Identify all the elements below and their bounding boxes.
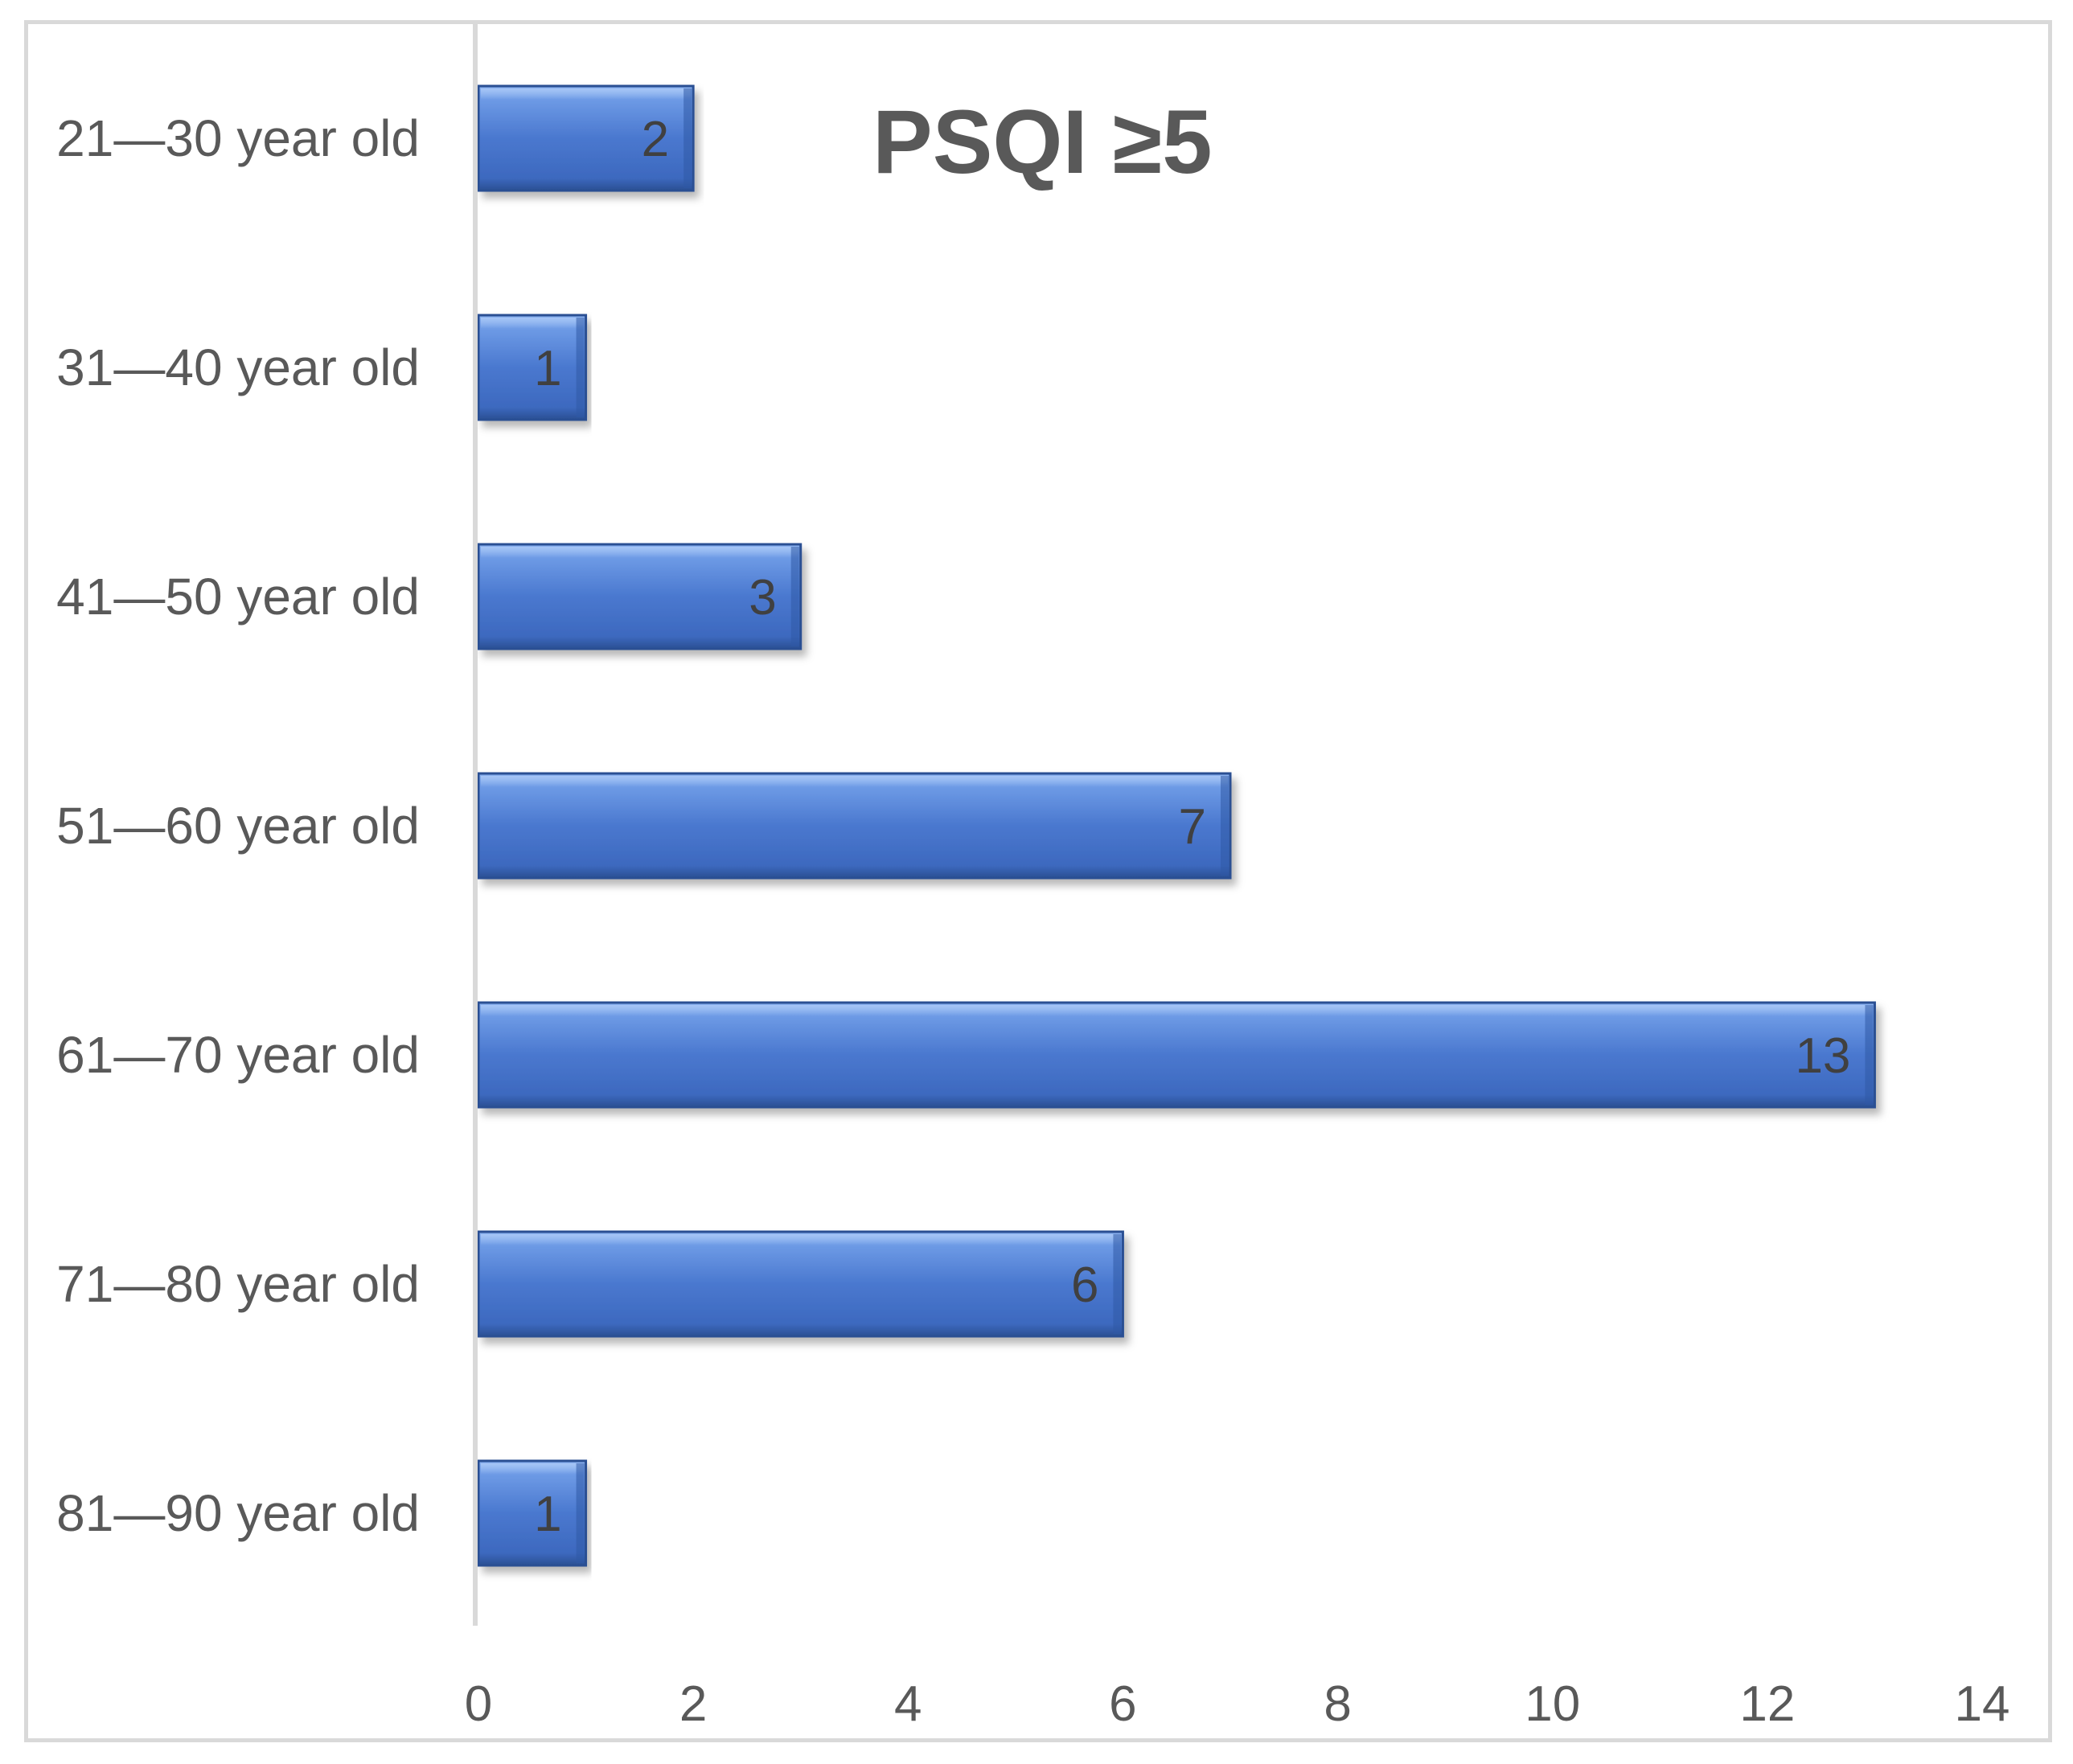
bar-bevel xyxy=(481,1234,1121,1245)
bar-bevel xyxy=(481,318,584,329)
x-tick-label: 6 xyxy=(1109,1676,1136,1732)
chart-title: PSQI ≥5 xyxy=(872,92,1213,192)
bar xyxy=(477,1001,1876,1109)
category-label: 81—90 year old xyxy=(56,1484,420,1542)
bar-group: 3 xyxy=(477,543,803,650)
bar-edge xyxy=(576,1463,585,1563)
bar-bevel xyxy=(481,88,692,100)
bar xyxy=(477,772,1232,880)
category-label: 51—60 year old xyxy=(56,797,420,855)
bar-edge xyxy=(790,547,799,646)
category-label: 71—80 year old xyxy=(56,1255,420,1313)
bar-edge xyxy=(1865,1005,1874,1105)
x-tick-label: 0 xyxy=(465,1676,492,1732)
x-tick-label: 14 xyxy=(1955,1676,2010,1732)
bar xyxy=(477,314,588,421)
bar-group: 7 xyxy=(477,772,1232,880)
x-tick-label: 8 xyxy=(1324,1676,1351,1732)
data-label: 1 xyxy=(534,1487,561,1542)
x-tick-label: 12 xyxy=(1739,1676,1795,1732)
bar-group: 2 xyxy=(477,84,695,192)
bar-edge xyxy=(1113,1234,1122,1334)
category-label: 61—70 year old xyxy=(56,1026,420,1084)
bar-edge xyxy=(576,318,585,417)
data-label: 6 xyxy=(1071,1257,1098,1313)
bar xyxy=(477,84,695,192)
category-label: 41—50 year old xyxy=(56,568,420,626)
bar-group: 1 xyxy=(477,1459,588,1567)
x-tick-label: 2 xyxy=(679,1676,707,1732)
bar xyxy=(477,1230,1124,1338)
bar-edge xyxy=(683,88,692,188)
bar xyxy=(477,543,803,650)
bar-group: 6 xyxy=(477,1230,1124,1338)
bar-bevel xyxy=(481,776,1228,787)
bar-bevel xyxy=(481,547,798,558)
bar-group: 13 xyxy=(477,1001,1876,1109)
category-label: 31—40 year old xyxy=(56,338,420,396)
x-tick-label: 4 xyxy=(894,1676,922,1732)
bar-bevel xyxy=(481,1463,584,1475)
bar-edge xyxy=(1221,776,1229,876)
bar-bevel xyxy=(481,1005,1873,1016)
x-tick-label: 10 xyxy=(1525,1676,1580,1732)
chart-frame xyxy=(24,20,2052,1742)
category-label: 21—30 year old xyxy=(56,109,420,167)
data-label: 2 xyxy=(642,112,669,167)
data-label: 3 xyxy=(749,570,776,626)
category-labels: 21—30 year old 31—40 year old 41—50 year o… xyxy=(56,109,420,1542)
x-axis-ticks: 0 2 4 6 8 10 12 14 xyxy=(465,1676,2010,1732)
data-label: 13 xyxy=(1795,1028,1850,1084)
data-label: 1 xyxy=(534,341,561,396)
data-label: 7 xyxy=(1179,799,1206,855)
bar-group: 1 xyxy=(477,314,588,421)
bar xyxy=(477,1459,588,1567)
